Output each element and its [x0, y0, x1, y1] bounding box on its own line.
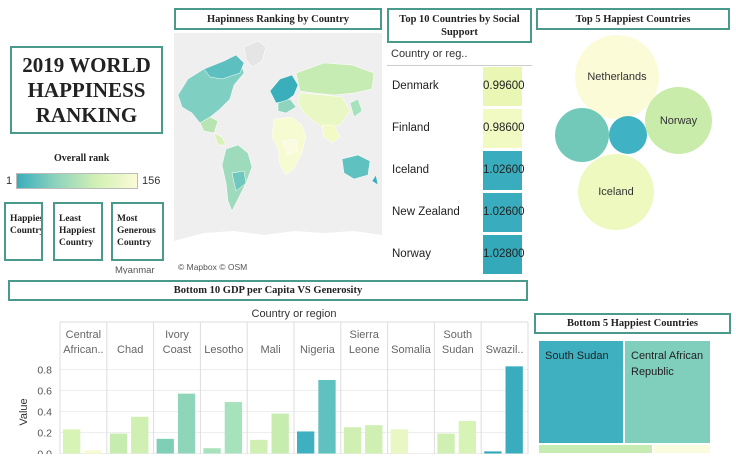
category-label: Leone — [349, 344, 380, 356]
category-label: Somalia — [391, 344, 432, 356]
map-title: Hapinness Ranking by Country — [174, 8, 382, 30]
bar-generosity — [250, 439, 268, 454]
category-label: Coast — [163, 344, 192, 356]
table-row[interactable]: Finland 0.98600 — [387, 108, 532, 149]
category-label: Ivory — [165, 329, 189, 341]
table-row[interactable]: Denmark 0.99600 — [387, 66, 532, 107]
table-row[interactable]: Iceland 1.02600 — [387, 150, 532, 191]
y-tick-label: 0.0 — [37, 449, 52, 455]
table-row-value: 1.02600 — [483, 193, 525, 232]
table-row-value: 0.98600 — [483, 109, 525, 148]
table-column-header[interactable]: Country or reg.. — [387, 43, 532, 66]
bar-generosity — [63, 429, 81, 454]
table-row[interactable]: Norway 1.02800 — [387, 234, 532, 275]
table-row-value: 1.02800 — [483, 235, 525, 274]
bubble-netherlands[interactable]: Netherlands — [575, 35, 659, 119]
bar-gdp-per-capita — [458, 420, 477, 454]
legend-min-label: 1 — [6, 175, 13, 187]
bar-gdp-per-capita — [271, 413, 289, 454]
world-map-shapes — [174, 33, 382, 276]
table-row-country: Norway — [392, 248, 431, 260]
y-tick-label: 0.8 — [37, 365, 52, 377]
legend-gradient — [16, 173, 138, 189]
category-label: Sudan — [442, 344, 474, 356]
social-support-title: Top 10 Countries by Social Support — [387, 8, 532, 43]
bubble-norway[interactable]: Norway — [645, 87, 712, 154]
treemap-cell-3[interactable] — [538, 444, 653, 454]
bar-generosity — [156, 438, 174, 454]
table-row-country: New Zealand — [392, 206, 460, 218]
bottom5-title: Bottom 5 Happiest Countries — [534, 313, 731, 334]
bubble-iceland[interactable]: Iceland — [578, 154, 654, 230]
bar-generosity — [437, 433, 455, 454]
world-map[interactable] — [174, 33, 382, 276]
bar-generosity — [484, 451, 502, 454]
legend-title: Overall rank — [54, 153, 110, 164]
bar-gdp-per-capita — [505, 366, 523, 454]
table-row-value: 0.99600 — [483, 67, 525, 106]
category-label: Lesotho — [204, 344, 243, 356]
treemap-cell-central-african-republic[interactable]: Central African Republic — [624, 340, 711, 444]
bar-gdp-per-capita — [224, 402, 243, 454]
bar-gdp-per-capita — [365, 425, 383, 454]
map-credit: © Mapbox © OSM — [178, 262, 248, 272]
category-label: Sierra — [350, 329, 380, 341]
social-support-table: Country or reg.. Denmark 0.99600 Finland… — [387, 43, 532, 274]
bar-generosity — [203, 448, 221, 454]
legend-max-label: 156 — [142, 175, 161, 187]
category-label: Central — [66, 329, 101, 341]
category-label: Mali — [261, 344, 281, 356]
bar-generosity — [297, 431, 315, 454]
category-label: Chad — [117, 344, 143, 356]
category-label: African.. — [63, 344, 103, 356]
most-generous-country-button[interactable]: Most Generous Country — [111, 202, 164, 261]
bar-gdp-per-capita — [131, 416, 149, 454]
bar-generosity — [109, 433, 128, 454]
top5-title: Top 5 Happiest Countries — [536, 8, 730, 30]
bar-gdp-per-capita — [318, 380, 336, 454]
bubble-country-4[interactable] — [555, 108, 609, 162]
treemap-cell-south-sudan[interactable]: South Sudan — [538, 340, 624, 444]
happiest-country-button[interactable]: Happiest Country — [4, 202, 43, 261]
category-label: Nigeria — [300, 344, 336, 356]
y-tick-label: 0.4 — [37, 407, 52, 419]
bar-gdp-per-capita — [84, 450, 102, 454]
bar-generosity — [390, 429, 408, 454]
table-row-country: Finland — [392, 122, 430, 134]
category-label: Swazil.. — [486, 344, 524, 356]
chart-header: Country or region — [252, 308, 337, 320]
bubble-country-5[interactable] — [609, 116, 647, 154]
bar-gdp-per-capita — [177, 393, 196, 454]
gdp-generosity-chart: Country or region 0.8 0.6 0.4 0.2 0.0 Value Cen… — [0, 302, 532, 459]
category-label: South — [443, 329, 472, 341]
treemap-cell-4[interactable] — [653, 444, 711, 454]
table-row[interactable]: New Zealand 1.02600 — [387, 192, 532, 233]
least-happiest-country-button[interactable]: Least Happiest Country — [53, 202, 103, 261]
dashboard-title: 2019 WORLD HAPPINESS RANKING — [10, 46, 163, 134]
y-axis-label: Value — [18, 398, 30, 425]
gdp-generosity-title: Bottom 10 GDP per Capita VS Generosity — [8, 280, 528, 301]
table-row-country: Denmark — [392, 80, 439, 92]
y-tick-label: 0.6 — [37, 386, 52, 398]
y-tick-label: 0.2 — [37, 428, 52, 440]
bar-generosity — [343, 427, 362, 454]
table-row-value: 1.02600 — [483, 151, 525, 190]
overflow-country-label: Myanmar — [115, 265, 155, 274]
table-row-country: Iceland — [392, 164, 430, 176]
bar-chart-svg: Country or region 0.8 0.6 0.4 0.2 0.0 Value Cen… — [18, 308, 529, 459]
